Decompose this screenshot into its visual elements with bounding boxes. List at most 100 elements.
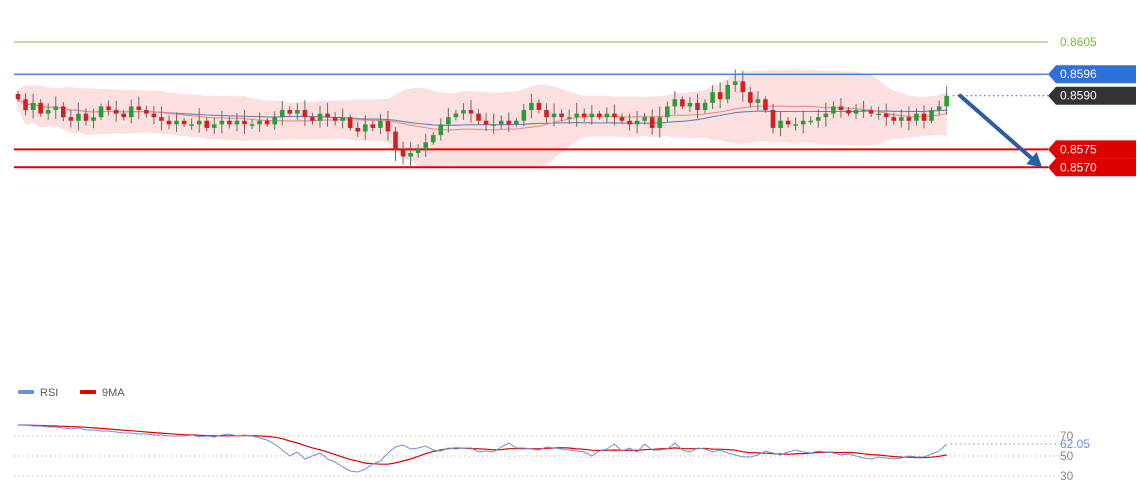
- candle: [219, 110, 225, 134]
- candle-body: [378, 120, 383, 128]
- candle: [846, 107, 851, 117]
- candle-body: [332, 117, 338, 121]
- candle: [506, 112, 512, 132]
- candle: [483, 113, 489, 132]
- candle-body: [113, 110, 119, 114]
- candle-body: [234, 120, 240, 125]
- candle: [536, 99, 542, 114]
- candle-body: [906, 117, 912, 121]
- candle-body: [619, 117, 625, 121]
- candle-body: [748, 92, 753, 103]
- candle: [861, 100, 866, 119]
- candle-body: [227, 120, 232, 125]
- candle: [212, 117, 217, 135]
- candle: [823, 102, 829, 127]
- candle-body: [408, 152, 413, 157]
- candle-body: [665, 106, 670, 118]
- candle: [174, 112, 179, 132]
- candle: [38, 99, 43, 117]
- candle: [204, 117, 210, 132]
- candle-body: [536, 102, 542, 111]
- candle: [559, 109, 564, 122]
- candle: [891, 112, 897, 125]
- candle-body: [581, 113, 587, 118]
- candle-body: [347, 117, 353, 128]
- horizontal-levels: [14, 41, 1048, 169]
- candle-body: [106, 106, 111, 111]
- candle: [710, 85, 715, 109]
- candle-body: [740, 81, 746, 93]
- candle: [732, 69, 738, 92]
- candle-body: [174, 120, 179, 125]
- candle: [642, 112, 647, 125]
- candle: [906, 106, 912, 131]
- candle: [649, 109, 655, 135]
- candle: [68, 109, 74, 128]
- candle-body: [151, 113, 157, 118]
- candle: [755, 90, 761, 111]
- candle-body: [355, 127, 361, 132]
- candle-body: [400, 149, 406, 157]
- oscillator-panel: 70 50 30 62.05: [14, 424, 1090, 483]
- forecast-arrow-head: [1026, 152, 1042, 168]
- candle: [302, 100, 308, 127]
- candle: [808, 116, 814, 125]
- candle: [385, 110, 391, 141]
- candle: [936, 100, 942, 116]
- bollinger-band-area: [18, 69, 947, 169]
- candle-body: [800, 120, 806, 125]
- candle-body: [717, 92, 723, 100]
- candle-body: [61, 106, 66, 118]
- candle-body: [128, 106, 134, 118]
- candle-body: [423, 142, 428, 150]
- rsi-last-value: 62.05: [1060, 437, 1090, 451]
- candle: [899, 109, 904, 128]
- candle-body: [612, 113, 617, 118]
- candle-body: [249, 124, 255, 126]
- oscillator-tick-30: 30: [1060, 469, 1074, 483]
- candle: [393, 127, 398, 161]
- candle: [461, 103, 466, 120]
- candle-body: [883, 113, 889, 118]
- candle: [446, 108, 451, 133]
- candle: [189, 118, 194, 130]
- candle-body: [196, 120, 202, 125]
- candle-body: [831, 106, 836, 114]
- candle: [702, 99, 708, 114]
- candle-body: [491, 124, 496, 126]
- candle: [159, 106, 164, 131]
- candle: [725, 80, 730, 104]
- level-0.8570-tag-bg: [1048, 158, 1136, 177]
- candle-body: [672, 99, 678, 107]
- ma9-line: [18, 424, 947, 465]
- candle-body: [559, 113, 564, 118]
- candle-body: [899, 117, 904, 121]
- candle: [310, 112, 315, 125]
- candle-body: [506, 120, 512, 125]
- candle: [627, 113, 632, 131]
- candle-body: [597, 113, 602, 118]
- candle: [498, 115, 504, 130]
- candle-body: [755, 99, 761, 103]
- candle-body: [936, 106, 942, 111]
- candle-body: [929, 110, 934, 121]
- candle-body: [272, 117, 277, 125]
- candle-body: [521, 110, 527, 121]
- candle: [929, 107, 934, 124]
- candle: [121, 109, 126, 121]
- candle: [687, 96, 693, 112]
- candle-body: [853, 110, 859, 114]
- candle-body: [808, 120, 814, 123]
- level-0.8590-tag: 0.8590: [1048, 86, 1136, 105]
- candle-body: [838, 106, 844, 111]
- forecast-arrow: [958, 93, 1042, 168]
- candle-body: [363, 124, 368, 132]
- level-0.8570-tag: 0.8570: [1048, 158, 1136, 177]
- legend-9ma-swatch: [80, 390, 96, 394]
- candle-body: [823, 113, 829, 118]
- slow-moving-average-line: [17, 98, 947, 126]
- oscillator-tick-70: 70: [1060, 429, 1074, 443]
- candle-body: [566, 117, 572, 119]
- level-0.8596-tag-text: 0.8596: [1060, 67, 1097, 81]
- candle-body: [325, 113, 330, 118]
